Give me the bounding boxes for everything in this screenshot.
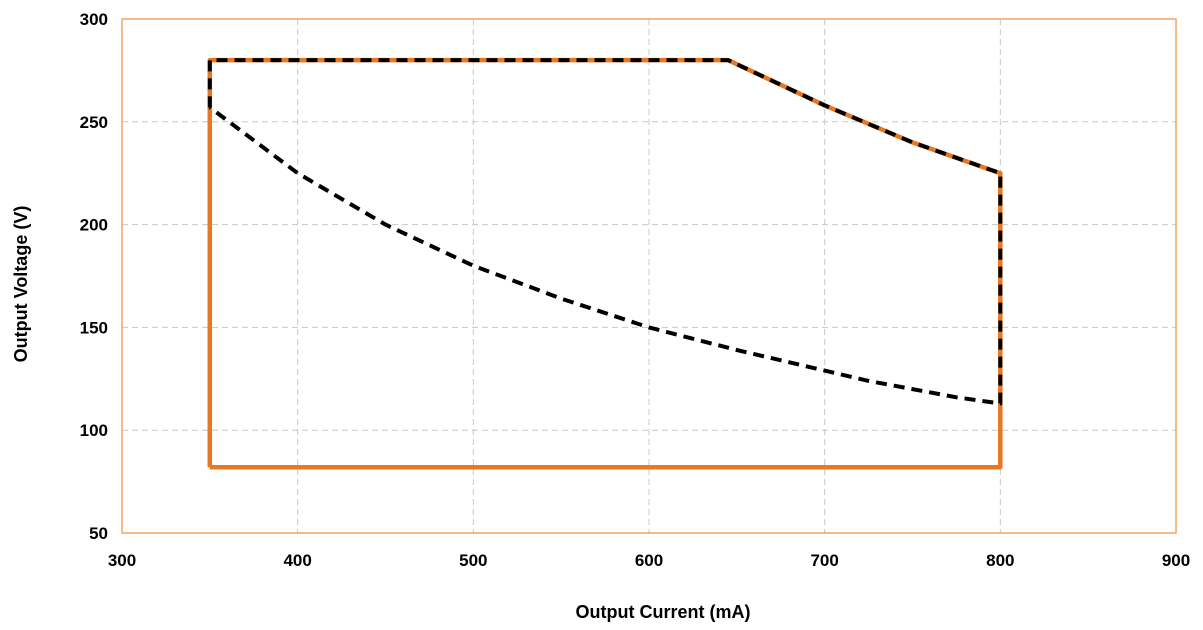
series-1-line	[207, 57, 1003, 470]
y-tick-label: 50	[89, 524, 108, 543]
y-tick-label: 300	[80, 10, 108, 29]
plot-frame	[121, 18, 1177, 534]
y-tick-label: 200	[80, 216, 108, 235]
y-tick-labels: 50 100 150 200 250 300	[80, 10, 108, 543]
x-tick-label: 600	[635, 551, 663, 570]
x-tick-label: 300	[108, 551, 136, 570]
series-2-line	[207, 58, 1003, 406]
x-tick-label: 900	[1162, 551, 1190, 570]
x-tick-label: 400	[283, 551, 311, 570]
y-axis-label: Output Voltage (V)	[11, 206, 31, 363]
y-tick-label: 150	[80, 318, 108, 337]
x-tick-label: 500	[459, 551, 487, 570]
x-axis-label: Output Current (mA)	[576, 602, 751, 622]
grid	[122, 19, 1176, 533]
series-layer	[207, 57, 1003, 470]
y-tick-label: 250	[80, 113, 108, 132]
x-tick-label: 800	[986, 551, 1014, 570]
x-tick-labels: 300 400 500 600 700 800 900	[108, 551, 1190, 570]
x-tick-label: 700	[810, 551, 838, 570]
y-tick-label: 100	[80, 421, 108, 440]
